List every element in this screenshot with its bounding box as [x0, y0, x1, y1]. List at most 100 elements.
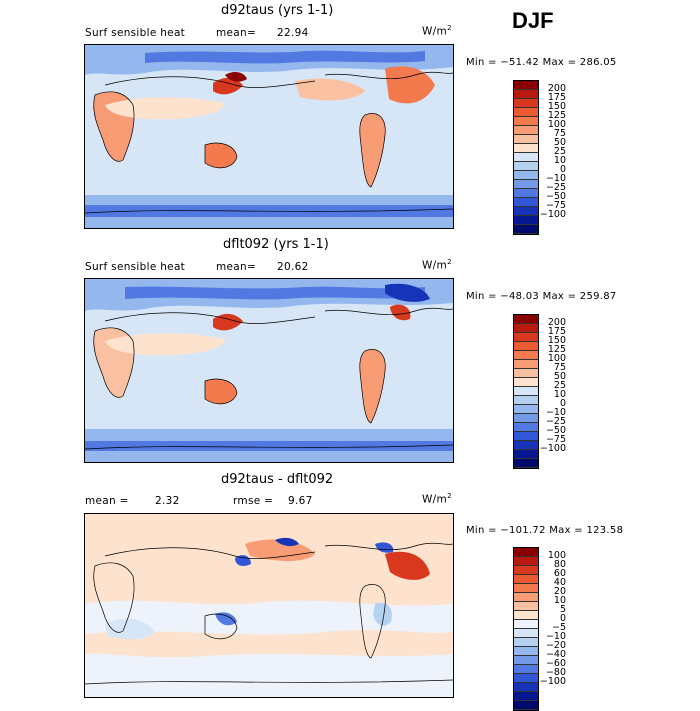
panel-3-map-field — [85, 514, 453, 697]
colorbar-tick-label: −5 — [551, 622, 566, 633]
colorbar-swatch — [514, 566, 538, 575]
colorbar-swatch — [514, 342, 538, 351]
colorbar-tick-label: 75 — [553, 128, 566, 139]
colorbar-swatch — [514, 198, 538, 207]
panel-3-mean-value: 2.32 — [155, 495, 180, 507]
panel-2-colorbar — [513, 314, 539, 469]
panel-2-map — [84, 278, 454, 463]
season-label: DJF — [512, 8, 554, 33]
panel-1-title: d92taus (yrs 1-1) — [221, 3, 334, 18]
panel-1-mean-label: mean= — [216, 27, 257, 39]
panel-2-minmax: Min = −48.03 Max = 259.87 — [466, 291, 617, 302]
colorbar-swatch — [514, 629, 538, 638]
colorbar-tick-label: 20 — [553, 586, 566, 597]
colorbar-swatch — [514, 162, 538, 171]
colorbar-tick-label: 5 — [559, 604, 566, 615]
colorbar-tick-label: 150 — [547, 335, 566, 346]
colorbar-tick-label: 200 — [547, 317, 566, 328]
colorbar-swatch — [514, 647, 538, 656]
panel-3-map — [84, 513, 454, 698]
colorbar-tick-label: −10 — [545, 631, 566, 642]
panel-2-title: dflt092 (yrs 1-1) — [223, 237, 329, 252]
colorbar-swatch — [514, 324, 538, 333]
colorbar-tick-label: −100 — [539, 676, 566, 687]
colorbar-tick-label: −10 — [545, 173, 566, 184]
colorbar-swatch — [514, 387, 538, 396]
colorbar-swatch — [514, 405, 538, 414]
colorbar-swatch — [514, 180, 538, 189]
colorbar-swatch — [514, 153, 538, 162]
colorbar-tick-label: 75 — [553, 362, 566, 373]
colorbar-tick-label: 10 — [553, 155, 566, 166]
colorbar-swatch — [514, 638, 538, 647]
colorbar-swatch — [514, 602, 538, 611]
colorbar-swatch — [514, 701, 538, 710]
colorbar-tick-label: 10 — [553, 389, 566, 400]
panel-1-units: W/m2 — [422, 24, 452, 38]
panel-1-colorbar — [513, 80, 539, 235]
colorbar-swatch — [514, 459, 538, 468]
colorbar-swatch — [514, 216, 538, 225]
colorbar-tick-label: 0 — [559, 613, 566, 624]
colorbar-swatch — [514, 423, 538, 432]
colorbar-tick-label: −20 — [545, 640, 566, 651]
colorbar-swatch — [514, 593, 538, 602]
colorbar-swatch — [514, 441, 538, 450]
colorbar-tick-label: 125 — [547, 344, 566, 355]
colorbar-swatch — [514, 432, 538, 441]
colorbar-swatch — [514, 575, 538, 584]
colorbar-swatch — [514, 548, 538, 557]
panel-1-mean-value: 22.94 — [277, 27, 309, 39]
panel-3-units: W/m2 — [422, 492, 452, 506]
colorbar-swatch — [514, 557, 538, 566]
colorbar-tick-label: 10 — [553, 595, 566, 606]
colorbar-swatch — [514, 620, 538, 629]
colorbar-tick-label: 25 — [553, 146, 566, 157]
colorbar-swatch — [514, 450, 538, 459]
colorbar-tick-label: 125 — [547, 110, 566, 121]
colorbar-tick-label: −75 — [545, 200, 566, 211]
colorbar-tick-label: 25 — [553, 380, 566, 391]
colorbar-tick-label: −40 — [545, 649, 566, 660]
colorbar-swatch — [514, 117, 538, 126]
colorbar-swatch — [514, 189, 538, 198]
colorbar-swatch — [514, 171, 538, 180]
colorbar-swatch — [514, 90, 538, 99]
colorbar-tick-label: 150 — [547, 101, 566, 112]
colorbar-tick-label: 60 — [553, 568, 566, 579]
colorbar-tick-label: −100 — [539, 209, 566, 220]
colorbar-tick-label: 100 — [547, 353, 566, 364]
panel-2-mean-value: 20.62 — [277, 261, 309, 273]
colorbar-swatch — [514, 611, 538, 620]
panel-2-mean-label: mean= — [216, 261, 257, 273]
panel-2-map-field — [85, 279, 453, 462]
colorbar-swatch — [514, 369, 538, 378]
colorbar-swatch — [514, 144, 538, 153]
colorbar-swatch — [514, 674, 538, 683]
panel-3-title: d92taus - dflt092 — [221, 472, 334, 487]
colorbar-tick-label: 0 — [559, 398, 566, 409]
colorbar-tick-label: 40 — [553, 577, 566, 588]
panel-3-mean-label: mean = — [85, 495, 129, 507]
colorbar-swatch — [514, 396, 538, 405]
colorbar-swatch — [514, 584, 538, 593]
colorbar-tick-label: 80 — [553, 559, 566, 570]
colorbar-swatch — [514, 360, 538, 369]
colorbar-tick-label: −10 — [545, 407, 566, 418]
panel-1-minmax: Min = −51.42 Max = 286.05 — [466, 57, 617, 68]
panel-3-rmse-label: rmse = — [233, 495, 274, 507]
panel-3-rmse-value: 9.67 — [288, 495, 313, 507]
colorbar-tick-label: −60 — [545, 658, 566, 669]
colorbar-swatch — [514, 135, 538, 144]
panel-1-map-field — [85, 45, 453, 228]
colorbar-tick-label: −80 — [545, 667, 566, 678]
colorbar-tick-label: −50 — [545, 425, 566, 436]
colorbar-tick-label: 175 — [547, 326, 566, 337]
colorbar-swatch — [514, 81, 538, 90]
colorbar-swatch — [514, 378, 538, 387]
colorbar-tick-label: 50 — [553, 371, 566, 382]
colorbar-swatch — [514, 315, 538, 324]
panel-3-minmax: Min = −101.72 Max = 123.58 — [466, 525, 624, 536]
colorbar-swatch — [514, 333, 538, 342]
colorbar-tick-label: −100 — [539, 443, 566, 454]
